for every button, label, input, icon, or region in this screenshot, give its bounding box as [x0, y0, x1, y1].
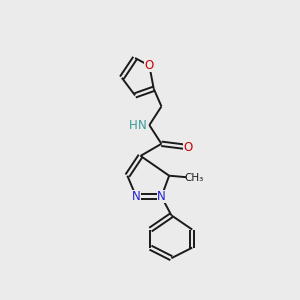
Text: N: N	[157, 190, 166, 203]
FancyBboxPatch shape	[132, 119, 142, 131]
FancyBboxPatch shape	[144, 59, 154, 72]
Text: H: H	[128, 118, 137, 132]
FancyBboxPatch shape	[157, 190, 166, 203]
Text: N: N	[132, 190, 140, 203]
Text: N: N	[138, 118, 147, 132]
FancyBboxPatch shape	[185, 172, 203, 184]
Text: O: O	[145, 59, 154, 72]
Text: CH₃: CH₃	[185, 173, 204, 183]
Text: O: O	[183, 141, 193, 154]
FancyBboxPatch shape	[131, 190, 141, 203]
FancyBboxPatch shape	[183, 141, 193, 153]
